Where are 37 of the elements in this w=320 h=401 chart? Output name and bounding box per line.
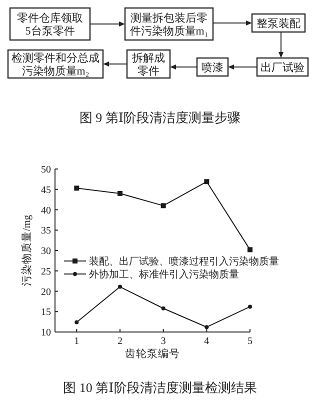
- text: 测量拆包装后零件污染物质量m₁: [130, 12, 208, 38]
- y-tick-label: 10: [41, 328, 51, 338]
- point: [248, 247, 252, 252]
- legend-label: 外协加工、标准件引入污染物质量: [89, 268, 239, 280]
- point: [118, 190, 122, 196]
- x-axis-title: 齿轮泵编号: [125, 347, 180, 360]
- text: 图 10 第Ⅰ阶段清洁度测量检测结果: [63, 380, 257, 395]
- legend-label: 装配、出厂试验、喷漆过程引入污染物质量: [89, 256, 279, 268]
- point: [204, 325, 209, 330]
- y-tick-label: 45: [41, 184, 51, 196]
- x-tick-label: 4: [204, 336, 210, 347]
- y-tick-label: 20: [41, 286, 51, 298]
- point: [74, 186, 80, 191]
- y-tick-label: 30: [41, 246, 51, 257]
- y-tick-label: 50: [41, 164, 51, 176]
- text: 零件仓库领取5台泵零件: [17, 12, 83, 38]
- y-tick-label: 40: [41, 205, 51, 216]
- y-tick-label: 35: [41, 226, 51, 237]
- x-tick-label: 1: [74, 336, 80, 347]
- text: 出厂试验: [260, 61, 304, 74]
- text: 喷漆: [202, 61, 224, 74]
- x-tick-label: 3: [160, 336, 166, 347]
- x-tick-label: 2: [118, 336, 122, 347]
- text: 检测零件和分总成污染物质量m₂: [12, 52, 100, 78]
- x-tick-label: 5: [248, 336, 252, 347]
- text: 图 9 第Ⅰ阶段清洁度测量步骤: [79, 110, 241, 125]
- point: [204, 179, 210, 184]
- point: [118, 284, 122, 289]
- y-tick-label: 15: [41, 307, 51, 318]
- y-axis-title: 污染物质量/mg: [20, 214, 33, 286]
- point: [161, 306, 166, 310]
- point: [248, 304, 252, 309]
- point: [74, 320, 79, 324]
- y-tick-label: 25: [41, 266, 51, 278]
- point: [160, 203, 166, 208]
- text: 整泵装配: [256, 17, 300, 30]
- text: 拆解成零件: [131, 52, 165, 78]
